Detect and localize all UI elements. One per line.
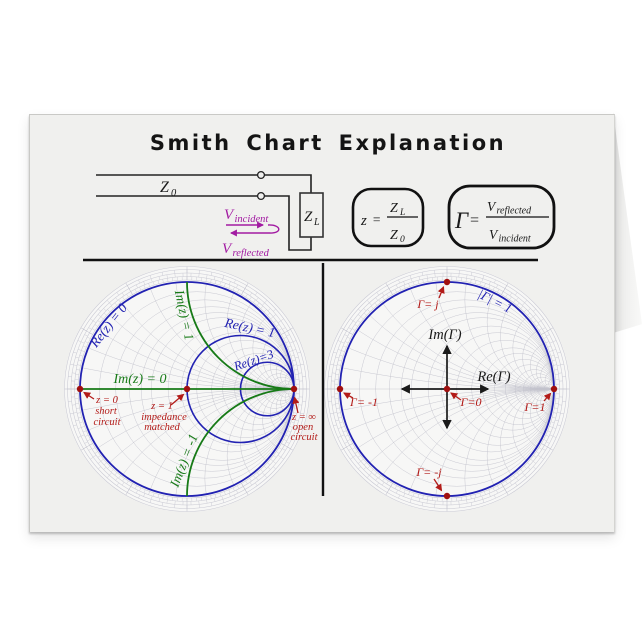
- gamma-neg1-label: Γ= -1: [349, 395, 378, 409]
- matched-arrow: [170, 393, 185, 406]
- gamma-def-lhs: Γ: [454, 208, 469, 233]
- gamma-def-numerator-sub: reflected: [497, 206, 533, 217]
- z-def-equals: =: [372, 212, 381, 227]
- greeting-card: Smith Chart Explanation: [29, 114, 615, 532]
- gamma-1-arrow: [543, 392, 552, 402]
- z-def-numerator-sub: L: [399, 208, 405, 218]
- z-definition-frame: [351, 187, 425, 248]
- gamma-def-denominator: V: [489, 227, 499, 242]
- short-circuit-line2: short: [95, 406, 118, 417]
- z-def-numerator: Z: [390, 201, 398, 216]
- gamma-negj-label: Γ= -j: [415, 465, 442, 479]
- gamma-0-label: Γ=0: [460, 395, 482, 409]
- card-title: Smith Chart Explanation: [149, 131, 507, 155]
- open-circuit-arrow: [292, 396, 300, 414]
- matched-line1: z = 1: [150, 401, 173, 412]
- z-definition-box: z = Z L Z 0: [351, 187, 425, 248]
- gamma-definition-frame: [447, 184, 556, 250]
- gamma-neg1-point: [336, 385, 344, 393]
- z-def-lhs: z: [360, 213, 367, 229]
- z-def-denominator-sub: 0: [400, 235, 405, 245]
- gamma-0-point: [443, 385, 451, 393]
- gamma-def-equals: =: [469, 212, 480, 229]
- gamma-negj-arrow: [433, 478, 443, 492]
- load-wire-top: [264, 174, 312, 193]
- terminal-bottom: [256, 191, 266, 201]
- circuit-schematic: Z 0 Z L V incident V reflected: [96, 170, 324, 259]
- line-impedance-label: Z: [160, 179, 170, 196]
- short-circuit-arrow: [83, 391, 95, 400]
- reflection-loop: [267, 224, 280, 234]
- load-impedance-box: [299, 192, 324, 238]
- load-impedance-label: Z: [304, 209, 313, 225]
- matched-line2: impedance: [141, 412, 187, 423]
- v-incident-sub: incident: [235, 214, 270, 225]
- terminal-top: [256, 170, 266, 180]
- gamma-def-numerator: V: [487, 199, 497, 214]
- v-reflected-sub: reflected: [233, 248, 270, 259]
- load-impedance-sub: L: [313, 217, 320, 228]
- open-circuit-point: [290, 385, 298, 393]
- gamma-1-label: Γ=1: [524, 400, 546, 414]
- im-neg1-arc: [186, 388, 295, 497]
- gamma-j-point: [443, 278, 451, 286]
- short-circuit-line3: circuit: [93, 417, 121, 428]
- v-reflected-label: V: [222, 241, 233, 257]
- im1-arc: [186, 281, 295, 390]
- load-wire-bottom: [264, 195, 312, 251]
- v-incident-label: V: [224, 207, 235, 223]
- gamma-1-point: [550, 385, 558, 393]
- gamma-definition-box: Γ = V reflected V incident: [447, 184, 556, 250]
- gamma-j-arrow: [437, 286, 445, 299]
- z-def-denominator: Z: [390, 228, 398, 243]
- gamma-neg1-arrow: [343, 392, 354, 400]
- gamma-j-label: Γ= j: [416, 297, 439, 311]
- open-circuit-line3: circuit: [290, 432, 318, 443]
- gamma-def-denominator-sub: incident: [499, 234, 531, 245]
- matched-line3: matched: [144, 422, 180, 433]
- open-circuit-line1: z = ∞: [291, 412, 316, 423]
- re-axis-label: Re(Γ): [476, 369, 510, 385]
- short-circuit-line1: z = 0: [95, 395, 118, 406]
- open-circuit-line2: open: [293, 422, 313, 433]
- gamma-negj-point: [443, 492, 451, 500]
- im0-label: Im(z) = 0: [113, 372, 167, 387]
- line-impedance-sub: 0: [171, 188, 177, 199]
- gamma-0-arrow: [450, 392, 462, 401]
- card-fold-back: [613, 112, 642, 333]
- short-circuit-point: [76, 385, 84, 393]
- smith-diagram: Z 0 Z L V incident V reflected z = Z L: [64, 170, 570, 512]
- im-axis-label: Im(Γ): [427, 327, 461, 343]
- matched-point: [183, 385, 191, 393]
